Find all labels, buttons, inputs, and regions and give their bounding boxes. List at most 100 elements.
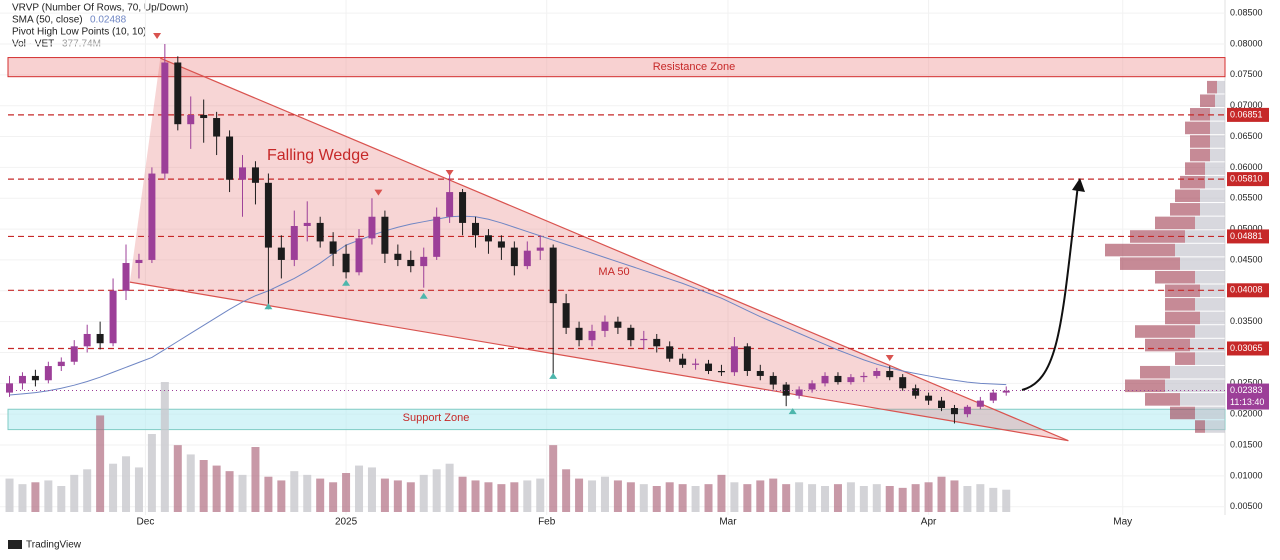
legend-sma: SMA (50, close) xyxy=(12,15,83,26)
candle-body xyxy=(200,114,208,119)
profile-down xyxy=(1175,189,1200,203)
candle-body xyxy=(226,136,234,180)
profile-up xyxy=(1210,121,1225,135)
resistance-label: Resistance Zone xyxy=(653,61,736,73)
candle-body xyxy=(290,226,298,260)
volume-bar xyxy=(782,484,791,512)
profile-up xyxy=(1195,406,1225,420)
x-tick-label: Feb xyxy=(538,517,556,528)
volume-bar xyxy=(31,482,40,512)
profile-down xyxy=(1190,148,1210,162)
volume-bar xyxy=(109,463,118,512)
level-tag xyxy=(1227,107,1269,122)
profile-up xyxy=(1195,298,1225,311)
profile-down xyxy=(1175,352,1195,365)
candle-body xyxy=(407,259,415,267)
profile-up xyxy=(1165,379,1225,393)
volume-bar xyxy=(471,480,480,512)
profile-up xyxy=(1195,352,1225,365)
candle-body xyxy=(588,330,596,341)
candle-body xyxy=(963,406,971,415)
candle-body xyxy=(18,375,26,384)
profile-down xyxy=(1155,270,1195,284)
support-zone xyxy=(7,408,1226,431)
profile-down xyxy=(1155,216,1195,230)
candle-body xyxy=(743,346,751,371)
level-label: 0.05810 xyxy=(1230,173,1263,183)
candle-body xyxy=(44,366,52,381)
y-tick-label: 0.02500 xyxy=(1230,378,1263,388)
candle-body xyxy=(821,375,829,384)
volume-bar xyxy=(652,486,661,512)
volume-bar xyxy=(57,486,66,512)
volume-bar xyxy=(613,480,622,512)
candle-body xyxy=(109,290,117,344)
volume-bar xyxy=(393,480,402,512)
candle-body xyxy=(627,327,635,341)
profile-up xyxy=(1210,135,1225,148)
level-tag xyxy=(1227,229,1269,244)
candle-body xyxy=(446,192,454,217)
pivot-high xyxy=(885,355,894,362)
candle-body xyxy=(368,216,376,239)
pivot-low xyxy=(419,292,428,299)
profile-up xyxy=(1180,393,1225,406)
legend-sma-value: 0.02488 xyxy=(90,15,127,26)
profile-down xyxy=(1125,379,1165,393)
level-tag xyxy=(1227,341,1269,356)
candle-body xyxy=(653,338,661,347)
level-label: 0.06851 xyxy=(1230,109,1263,119)
candle-body xyxy=(912,388,920,396)
sma-line xyxy=(9,215,1007,396)
candle-body xyxy=(860,375,868,378)
profile-down xyxy=(1170,406,1195,420)
candle-body xyxy=(808,383,816,390)
volume-bar xyxy=(756,480,765,512)
profile-up xyxy=(1185,230,1225,243)
pivot-high xyxy=(153,32,162,39)
level-label: 0.04008 xyxy=(1230,285,1263,295)
volume-bar xyxy=(96,415,105,512)
profile-down xyxy=(1185,162,1205,175)
candle-body xyxy=(950,408,958,415)
volume-bar xyxy=(342,473,351,512)
candle-body xyxy=(938,400,946,409)
volume-bar xyxy=(691,486,700,512)
candle-body xyxy=(96,333,104,344)
wedge-line xyxy=(160,57,1069,442)
volume-bar xyxy=(406,482,415,512)
volume-bar xyxy=(484,482,493,512)
volume-bar xyxy=(316,478,325,512)
candle-body xyxy=(122,263,130,291)
projection-arrow xyxy=(1021,184,1079,391)
candle-body xyxy=(394,253,402,260)
profile-up xyxy=(1200,189,1225,203)
volume-bar xyxy=(911,484,920,512)
support-label: Support Zone xyxy=(403,412,470,424)
last-price-tag xyxy=(1227,383,1269,410)
pivot-low xyxy=(788,408,797,415)
candle-body xyxy=(886,370,894,378)
y-tick-label: 0.04500 xyxy=(1230,254,1263,264)
arrow-head xyxy=(1072,178,1085,192)
candle-body xyxy=(717,370,725,373)
candle-body xyxy=(83,333,91,347)
last-price-label: 0.02383 xyxy=(1230,385,1263,395)
volume-bar xyxy=(536,478,545,512)
y-tick-label: 0.00500 xyxy=(1230,501,1263,511)
profile-up xyxy=(1190,338,1225,352)
candle-body xyxy=(614,321,622,328)
candle-body xyxy=(679,358,687,365)
candle-body xyxy=(303,222,311,227)
volume-bar xyxy=(989,487,998,512)
y-tick-label: 0.02000 xyxy=(1230,409,1263,419)
candle-body xyxy=(381,216,389,254)
y-tick-label: 0.05000 xyxy=(1230,223,1263,233)
profile-down xyxy=(1165,298,1195,311)
volume-bar xyxy=(264,476,273,512)
candle-body xyxy=(31,375,39,381)
volume-bar xyxy=(290,471,299,512)
volume-bar xyxy=(147,434,156,512)
candle-body xyxy=(57,361,65,367)
